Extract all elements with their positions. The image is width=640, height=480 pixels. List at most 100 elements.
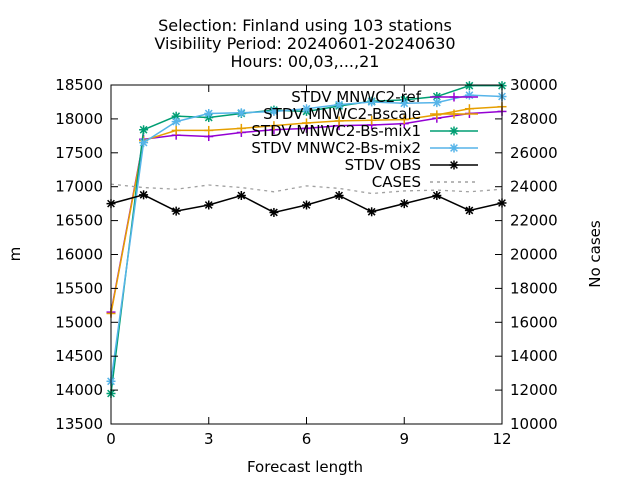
data-point [139, 190, 149, 200]
y2-tick-label: 16000 [510, 313, 558, 331]
data-point [139, 125, 149, 135]
series-stdv-obs [106, 190, 507, 217]
y-tick-label: 18000 [55, 110, 103, 128]
y-tick-label: 15000 [55, 313, 103, 331]
marker-d2 [139, 190, 148, 199]
x-tick-label: 3 [204, 430, 214, 448]
y2-tick-label: 24000 [510, 178, 558, 196]
y-tick-label: 13500 [55, 415, 103, 433]
data-point [269, 207, 279, 217]
marker-d2 [139, 138, 148, 147]
marker-d2 [335, 191, 343, 200]
marker-d2 [432, 98, 441, 107]
legend-label: STDV MNWC2-ref [291, 88, 421, 106]
ticks-layer: 0 3 6 9 12 13500 14000 14500 15000 15500 16000 1650… [55, 76, 557, 448]
y2-axis-label: No cases [586, 220, 604, 288]
data-point [269, 121, 279, 131]
marker-d2 [302, 104, 311, 113]
data-point [204, 125, 214, 135]
title-line-2: Visibility Period: 20240601-20240630 [154, 34, 455, 53]
legend-label: CASES [372, 173, 421, 191]
data-point [464, 81, 474, 91]
y2-tick-label: 26000 [510, 144, 558, 162]
marker-d2 [450, 127, 458, 135]
marker-d2 [367, 98, 376, 106]
y-axis-label: m [6, 247, 24, 262]
legend-label: STDV MNWC2-Bs-mix1 [251, 122, 421, 140]
marker-d2 [204, 201, 213, 209]
y2-tick-label: 22000 [510, 212, 558, 230]
marker-d2 [367, 207, 376, 216]
marker-d2 [270, 208, 278, 217]
y-tick-label: 15500 [55, 279, 103, 297]
data-point [399, 115, 409, 125]
data-point [269, 106, 279, 116]
data-point [367, 115, 377, 125]
x-tick-label: 9 [399, 430, 409, 448]
data-point [334, 100, 344, 110]
legend-label: STDV MNWC2-Bscale [263, 105, 421, 123]
x-tick-label: 12 [492, 430, 511, 448]
marker-d2 [450, 144, 458, 152]
chart-title: Selection: Finland using 103 stations Vi… [154, 16, 455, 71]
data-point [171, 117, 181, 127]
marker-d2 [270, 107, 278, 116]
data-point [204, 200, 214, 210]
marker-d2 [139, 125, 148, 134]
marker-d2 [172, 117, 181, 126]
data-point [334, 191, 344, 201]
data-point [302, 118, 311, 128]
x-axis-label: Forecast length [247, 458, 363, 476]
marker-d2 [465, 81, 474, 90]
y2-tick-label: 10000 [510, 415, 558, 433]
marker-d2 [432, 191, 441, 200]
data-point [367, 97, 377, 107]
data-point [399, 199, 409, 209]
y2-tick-label: 30000 [510, 76, 558, 94]
data-point [204, 108, 214, 118]
y2-tick-label: 18000 [510, 279, 558, 297]
data-point [236, 108, 246, 118]
y2-tick-label: 28000 [510, 110, 558, 128]
data-point [171, 125, 181, 135]
y-tick-label: 17000 [55, 178, 103, 196]
data-point [432, 110, 442, 120]
data-point [464, 90, 474, 100]
y-tick-label: 14500 [55, 347, 103, 365]
marker-d2 [237, 108, 246, 117]
y-tick-label: 14000 [55, 381, 103, 399]
marker-d2 [335, 100, 343, 109]
data-point [334, 116, 344, 126]
marker-d2 [204, 109, 213, 118]
x-tick-label: 0 [106, 430, 116, 448]
marker-d2 [450, 161, 458, 169]
series-stdv-mnwc2-bs-mix2 [106, 90, 507, 386]
y-tick-label: 16500 [55, 212, 103, 230]
y2-tick-label: 12000 [510, 381, 558, 399]
marker-d2 [172, 207, 181, 216]
data-point [139, 138, 149, 148]
y2-tick-label: 20000 [510, 246, 558, 264]
data-point [171, 206, 181, 216]
title-line-1: Selection: Finland using 103 stations [158, 16, 452, 35]
marker-d2 [465, 206, 474, 215]
data-point [367, 207, 377, 217]
marker-d2 [400, 99, 409, 108]
data-point [432, 191, 442, 201]
data-point [302, 200, 311, 210]
marker-d2 [237, 191, 246, 200]
data-point [399, 98, 409, 108]
legend-label: STDV MNWC2-Bs-mix2 [251, 139, 421, 157]
data-point [464, 205, 474, 215]
y-tick-label: 18500 [55, 76, 103, 94]
y2-tick-label: 14000 [510, 347, 558, 365]
y-tick-label: 17500 [55, 144, 103, 162]
series-cases [110, 183, 503, 195]
data-point [432, 98, 442, 108]
marker-d2 [400, 199, 409, 208]
legend-label: STDV OBS [345, 156, 421, 174]
data-point [464, 104, 474, 114]
data-point [236, 123, 246, 133]
